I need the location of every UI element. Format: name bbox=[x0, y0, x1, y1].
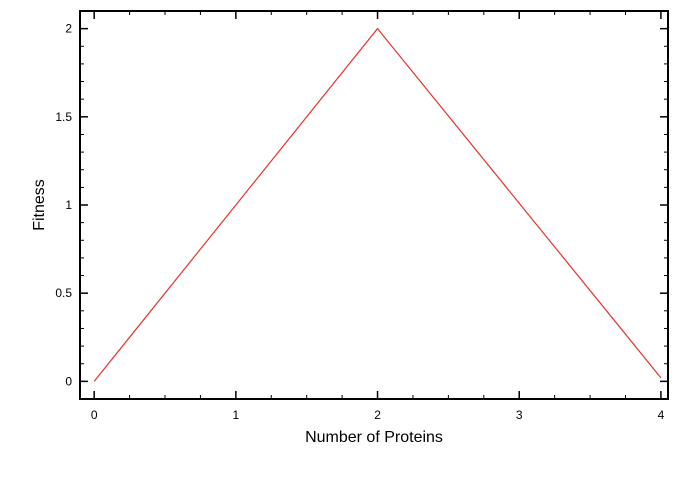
major-ticks bbox=[80, 11, 668, 399]
y-tick-label-2: 1 bbox=[65, 198, 72, 212]
x-tick-label-1: 1 bbox=[233, 408, 240, 422]
y-tick-label-0: 0 bbox=[65, 374, 72, 388]
x-axis-label: Number of Proteins bbox=[305, 429, 443, 446]
y-tick-label-1: 0.5 bbox=[55, 286, 72, 300]
y-tick-label-4: 2 bbox=[65, 22, 72, 36]
y-tick-label-3: 1.5 bbox=[55, 110, 72, 124]
y-axis-label: Fitness bbox=[31, 179, 48, 231]
series-layer bbox=[93, 27, 662, 382]
tick-labels: 0 1 2 3 4 0 0.5 1 1.5 2 bbox=[55, 22, 664, 422]
x-tick-label-3: 3 bbox=[516, 408, 523, 422]
series-line-0 bbox=[93, 27, 662, 382]
x-tick-label-0: 0 bbox=[91, 408, 98, 422]
x-tick-label-4: 4 bbox=[658, 408, 665, 422]
minor-ticks bbox=[80, 10, 668, 399]
plot-frame bbox=[79, 10, 669, 400]
x-tick-label-2: 2 bbox=[374, 408, 381, 422]
